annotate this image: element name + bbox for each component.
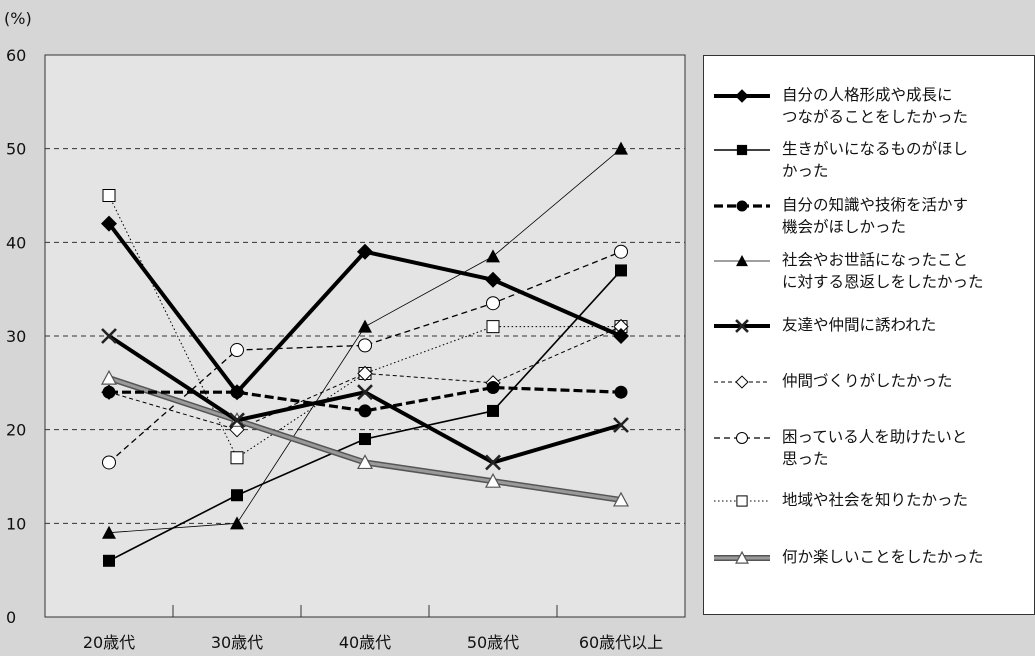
y-tick-label: 50 (6, 140, 26, 159)
axes: 0 10 20 30 40 50 60 20歳代 30歳代 40歳代 50歳代 60歳代以上 (6, 46, 663, 652)
data-point (100, 369, 118, 385)
legend-swatch (714, 255, 770, 267)
data-point (358, 404, 372, 418)
legend-swatch (714, 319, 770, 333)
legend-label: 地域や社会を知りたかった (782, 491, 969, 509)
legend-marker (735, 319, 749, 333)
data-point (615, 264, 627, 277)
data-point (613, 328, 629, 344)
data-point (486, 249, 500, 263)
data-point (486, 381, 500, 395)
x-tick-label: 30歳代 (211, 633, 263, 652)
legend-label: 生きがいになるものがほし かった (782, 140, 969, 180)
legend-marker (735, 375, 749, 389)
series-0 (101, 215, 629, 401)
data-point (486, 296, 500, 311)
data-point (487, 404, 499, 417)
y-tick-label: 20 (6, 421, 26, 440)
data-point (230, 516, 244, 530)
y-tick-label: 30 (6, 327, 26, 346)
data-point (102, 385, 116, 399)
legend-marker (736, 144, 748, 156)
legend: 自分の人格形成や成長に つながることをしたかった 生きがいになるものがほし かった… (703, 55, 1035, 615)
legend-label: 友達や仲間に誘われた (782, 316, 937, 334)
data-point (614, 385, 628, 399)
y-tick-label: 0 (6, 608, 16, 627)
data-point (485, 271, 501, 288)
legend-marker (736, 255, 748, 267)
legend-label: 何か楽しいことをしたかった (782, 548, 984, 566)
data-point (356, 454, 374, 470)
series-group (100, 141, 630, 567)
series-3 (102, 141, 628, 539)
data-point (230, 343, 244, 358)
y-tick-label: 10 (6, 514, 26, 533)
data-point (612, 491, 630, 507)
data-point (101, 328, 117, 344)
data-point (357, 365, 373, 382)
data-point (103, 554, 115, 567)
legend-marker (735, 550, 749, 564)
data-point (358, 338, 372, 353)
data-point (614, 244, 628, 259)
legend-swatch (714, 200, 770, 212)
data-point (229, 412, 245, 429)
data-point (102, 455, 116, 470)
data-point (230, 451, 244, 465)
data-point (359, 433, 371, 446)
y-tick-label: 40 (6, 233, 26, 252)
y-unit-label: (%) (4, 9, 32, 28)
data-point (484, 472, 502, 488)
x-tick-label: 60歳代以上 (579, 633, 663, 652)
grid-lines (45, 148, 685, 524)
data-point (613, 417, 629, 433)
x-tick-label: 20歳代 (83, 633, 135, 652)
data-point (357, 384, 373, 401)
legend-swatch (714, 495, 770, 507)
data-point (231, 489, 243, 502)
legend-label: 自分の知識や技術を活かす 機会がほしかった (782, 196, 969, 236)
x-tick-label: 40歳代 (339, 633, 391, 652)
data-point (229, 384, 245, 401)
legend-swatch (714, 431, 770, 445)
y-tick-label: 60 (6, 46, 26, 65)
data-point (614, 141, 628, 155)
legend-label: 自分の人格形成や成長に つながることをしたかった (782, 86, 969, 126)
legend-marker (736, 200, 748, 212)
series-line (108, 251, 622, 463)
legend-swatch (714, 144, 770, 156)
data-point (101, 215, 117, 232)
legend-swatch (714, 375, 770, 389)
data-point (486, 320, 500, 334)
legend-marker (735, 431, 749, 445)
legend-swatch (714, 89, 770, 103)
legend-label: 社会やお世話になったこと に対する恩返しをしたかった (782, 251, 984, 291)
series-4 (101, 328, 629, 471)
data-point (102, 525, 116, 539)
legend-marker (735, 89, 749, 103)
legend-swatch (714, 550, 770, 564)
data-point (485, 454, 501, 471)
legend-label: 困っている人を助けたいと 思った (782, 428, 968, 468)
series-1 (103, 264, 627, 567)
series-6 (102, 244, 628, 470)
legend-label: 仲間づくりがしたかった (782, 372, 953, 390)
data-point (358, 319, 372, 333)
legend-marker (736, 495, 748, 507)
data-point (357, 243, 373, 260)
data-point (102, 189, 116, 202)
x-tick-label: 50歳代 (467, 633, 519, 652)
